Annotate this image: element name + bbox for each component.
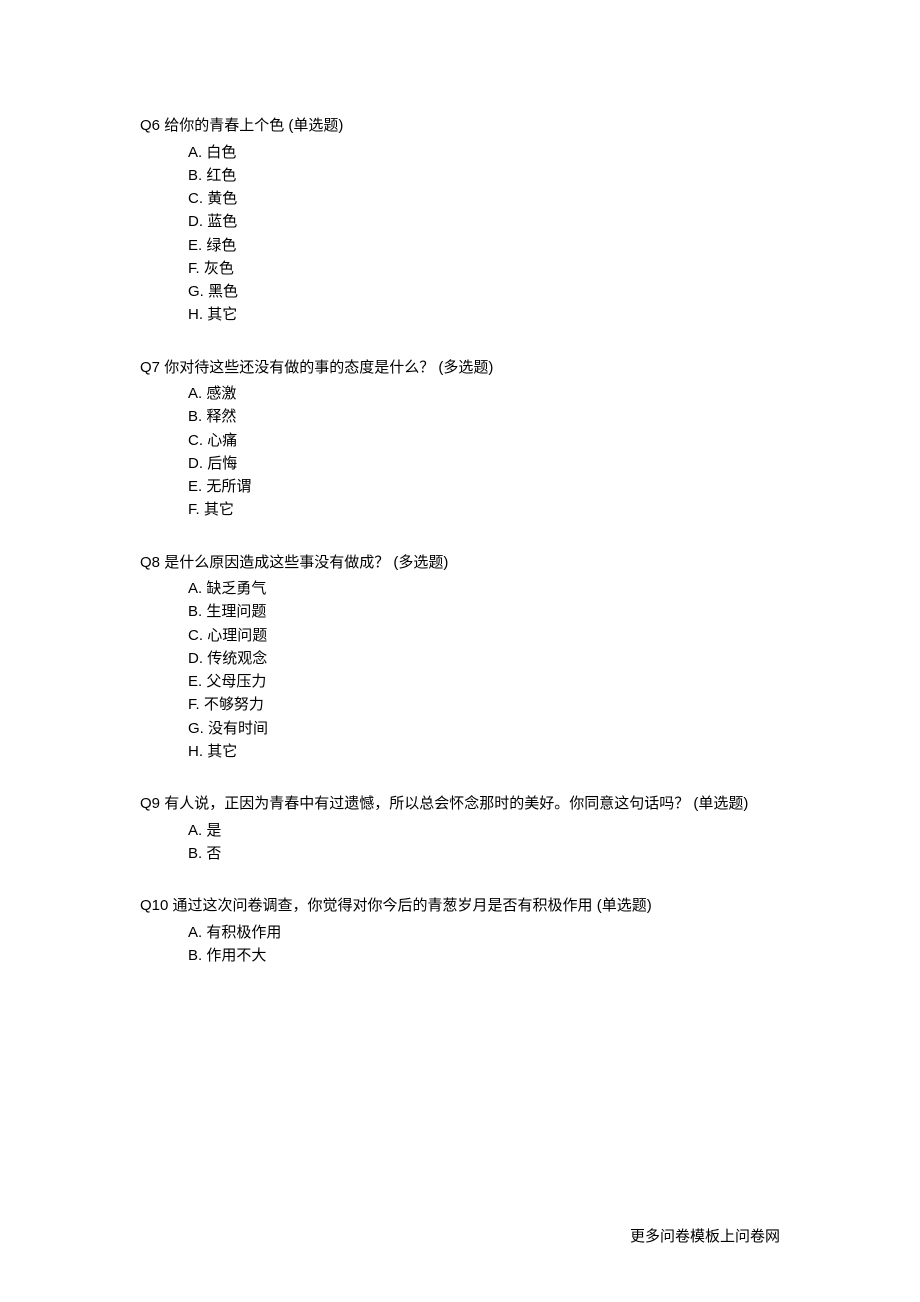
question-7: Q7 你对待这些还没有做的事的态度是什么？ (多选题) A. 感激 B. 释然 … [140, 357, 780, 522]
option-d: D. 传统观念 [188, 647, 780, 670]
options-list: A. 是 B. 否 [140, 819, 780, 866]
question-8: Q8 是什么原因造成这些事没有做成？ (多选题) A. 缺乏勇气 B. 生理问题… [140, 552, 780, 764]
options-list: A. 白色 B. 红色 C. 黄色 D. 蓝色 E. 绿色 F. 灰色 G. 黑… [140, 141, 780, 327]
option-g: G. 黑色 [188, 280, 780, 303]
option-b: B. 红色 [188, 164, 780, 187]
option-b: B. 生理问题 [188, 600, 780, 623]
option-d: D. 蓝色 [188, 210, 780, 233]
options-list: A. 有积极作用 B. 作用不大 [140, 921, 780, 968]
option-a: A. 感激 [188, 382, 780, 405]
question-title: Q8 是什么原因造成这些事没有做成？ (多选题) [140, 552, 780, 575]
question-title: Q7 你对待这些还没有做的事的态度是什么？ (多选题) [140, 357, 780, 380]
option-a: A. 缺乏勇气 [188, 577, 780, 600]
option-e: E. 绿色 [188, 234, 780, 257]
option-f: F. 灰色 [188, 257, 780, 280]
option-c: C. 心痛 [188, 429, 780, 452]
option-e: E. 父母压力 [188, 670, 780, 693]
question-text: 通过这次问卷调查，你觉得对你今后的青葱岁月是否有积极作用 (单选题) [173, 897, 652, 914]
question-number: Q8 [140, 554, 160, 571]
option-g: G. 没有时间 [188, 717, 780, 740]
option-b: B. 作用不大 [188, 944, 780, 967]
question-10: Q10 通过这次问卷调查，你觉得对你今后的青葱岁月是否有积极作用 (单选题) A… [140, 895, 780, 967]
question-title: Q10 通过这次问卷调查，你觉得对你今后的青葱岁月是否有积极作用 (单选题) [140, 895, 780, 918]
options-list: A. 缺乏勇气 B. 生理问题 C. 心理问题 D. 传统观念 E. 父母压力 … [140, 577, 780, 763]
option-d: D. 后悔 [188, 452, 780, 475]
question-text: 是什么原因造成这些事没有做成？ (多选题) [164, 554, 448, 571]
question-number: Q6 [140, 117, 160, 134]
footer-text: 更多问卷模板上问卷网 [630, 1225, 780, 1246]
question-text: 给你的青春上个色 (单选题) [164, 117, 343, 134]
question-number: Q9 [140, 795, 160, 812]
question-6: Q6 给你的青春上个色 (单选题) A. 白色 B. 红色 C. 黄色 D. 蓝… [140, 115, 780, 327]
question-title: Q9 有人说，正因为青春中有过遗憾，所以总会怀念那时的美好。你同意这句话吗？ (… [140, 793, 780, 816]
question-title: Q6 给你的青春上个色 (单选题) [140, 115, 780, 138]
document-content: Q6 给你的青春上个色 (单选题) A. 白色 B. 红色 C. 黄色 D. 蓝… [0, 0, 920, 967]
option-h: H. 其它 [188, 303, 780, 326]
question-text: 有人说，正因为青春中有过遗憾，所以总会怀念那时的美好。你同意这句话吗？ (单选题… [164, 795, 748, 812]
option-a: A. 有积极作用 [188, 921, 780, 944]
option-c: C. 黄色 [188, 187, 780, 210]
question-9: Q9 有人说，正因为青春中有过遗憾，所以总会怀念那时的美好。你同意这句话吗？ (… [140, 793, 780, 865]
question-text: 你对待这些还没有做的事的态度是什么？ (多选题) [164, 359, 493, 376]
option-f: F. 不够努力 [188, 693, 780, 716]
option-a: A. 白色 [188, 141, 780, 164]
option-a: A. 是 [188, 819, 780, 842]
option-h: H. 其它 [188, 740, 780, 763]
option-b: B. 释然 [188, 405, 780, 428]
options-list: A. 感激 B. 释然 C. 心痛 D. 后悔 E. 无所谓 F. 其它 [140, 382, 780, 522]
option-f: F. 其它 [188, 498, 780, 521]
question-number: Q7 [140, 359, 160, 376]
question-number: Q10 [140, 897, 168, 914]
option-c: C. 心理问题 [188, 624, 780, 647]
option-b: B. 否 [188, 842, 780, 865]
option-e: E. 无所谓 [188, 475, 780, 498]
